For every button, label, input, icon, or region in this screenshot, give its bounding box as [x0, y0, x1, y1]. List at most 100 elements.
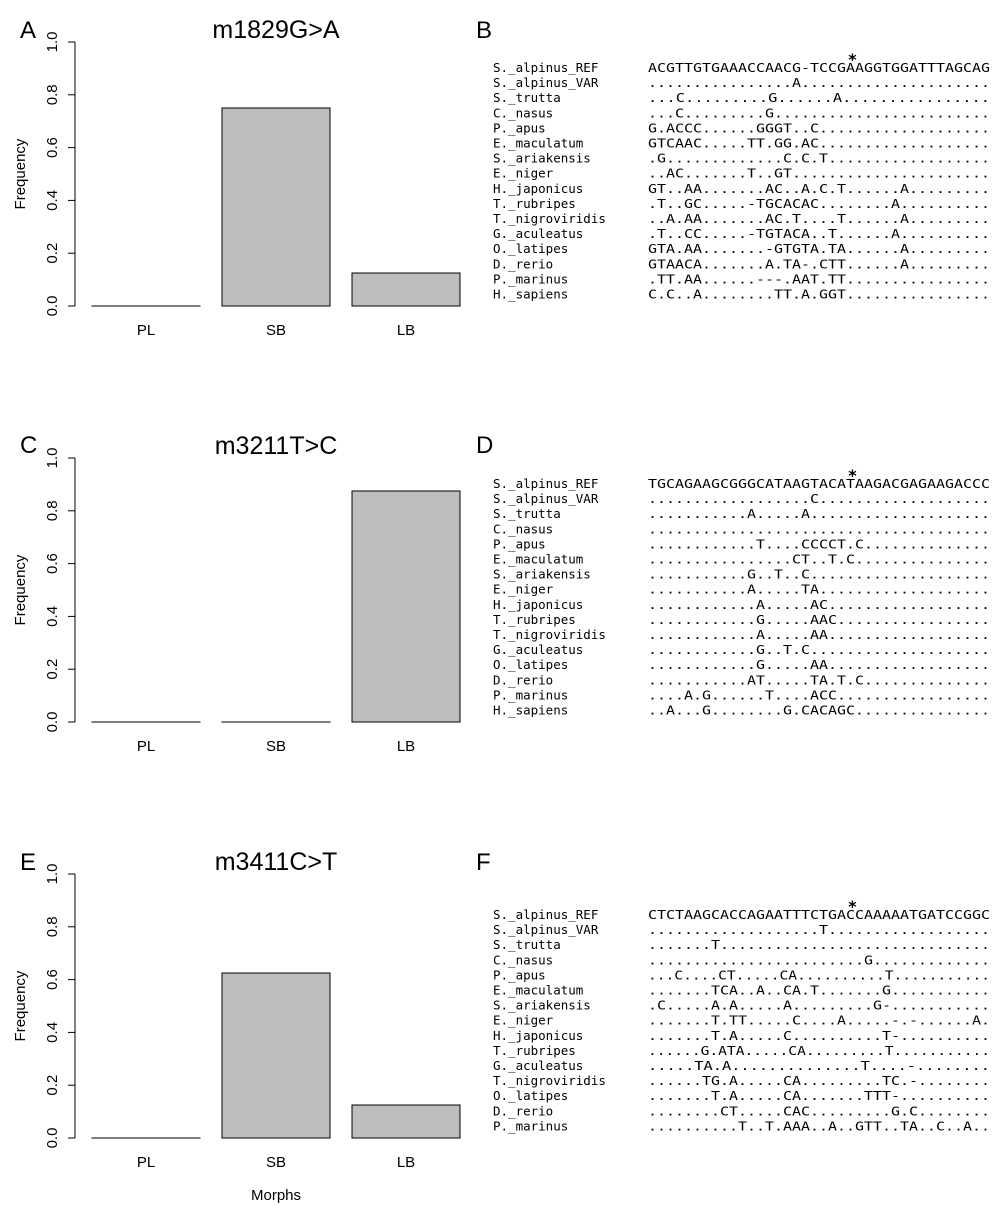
panel-label-e: E [20, 849, 36, 876]
species-name: S._alpinus_REF [493, 907, 598, 922]
species-name: T._nigroviridis [493, 1073, 606, 1088]
sequence: CTCTAAGCACCAGAATTTCTGACCAAAAATGATCCGGC [648, 907, 990, 922]
sequence: ............A.....AC.................. [648, 597, 990, 612]
sequence: GT..AA.......AC..A.C.T......A......... [648, 181, 990, 196]
species-name: H._sapiens [493, 287, 568, 302]
sequence: .......T.............................. [648, 937, 990, 952]
x-tick-label: PL [137, 738, 155, 755]
y-tick-label: 1.0 [44, 32, 61, 53]
bar-lb [351, 272, 461, 307]
sequence: .....TA.A..............T....-........ [648, 1058, 990, 1073]
species-name: E._niger [493, 1013, 554, 1028]
sequence: ............G.....AAC................. [648, 612, 990, 627]
sequence: ...C.........G......A................ [648, 90, 990, 105]
species-name: G._aculeatus [493, 226, 583, 241]
sequence: ............T....CCCCT.C.............. [648, 536, 990, 551]
species-name: G._aculeatus [493, 642, 583, 657]
species-name: P._apus [493, 967, 546, 982]
sequence: .......T.A.....C..........T-.......... [648, 1028, 990, 1043]
y-axis-label: Frequency [12, 138, 29, 209]
sequence: .T..GC.....-TGCACAC........A.......... [648, 196, 990, 211]
sequence: ..........T..T.AAA..A..GTT..TA..C..A.. [648, 1118, 990, 1133]
panel-label-b: B [476, 17, 492, 44]
species-name: S._alpinus_VAR [493, 491, 599, 506]
bar-lb [351, 490, 461, 723]
sequence: ..AC.......T..GT...................... [648, 166, 990, 181]
sequence: ....A.G......T....ACC................. [648, 687, 990, 702]
species-name: T._rubripes [493, 612, 576, 627]
species-name: D._rerio [493, 256, 553, 271]
sequence: ...........A.....TA................... [648, 582, 990, 597]
species-name: T._rubripes [493, 1043, 576, 1058]
bar-lb [351, 1104, 461, 1139]
species-name: S._alpinus_VAR [493, 922, 599, 937]
sequence: TGCAGAAGCGGGCATAAGTACATAAGACGAGAAGACCC [648, 476, 990, 491]
panel-label-a: A [20, 17, 36, 44]
x-tick-label: LB [397, 738, 415, 755]
alignment-d: * S._alpinus_REF TGCAGAAGCGGGCATAAGTACATAA… [493, 466, 990, 718]
sequence: ............G.....AA.................. [648, 657, 990, 672]
sequence-alignments: * S._alpinus_REF ACGTTGTGAAACCAACG-TCCGAAG… [493, 50, 990, 1133]
species-name: C._nasus [493, 105, 553, 120]
sequence: ......G.ATA.....CA.........T........... [648, 1043, 990, 1058]
sequence: ...C.........G........................ [648, 105, 990, 120]
sequence: .G.............C.C.T.................. [648, 151, 990, 166]
bar-chart-e: m3411C>T 0.0 0.2 0.4 0.6 0.8 1.0 Frequency PL SB L… [12, 848, 461, 1204]
species-name: H._sapiens [493, 703, 568, 718]
alignment-b: * S._alpinus_REF ACGTTGTGAAACCAACG-TCCGAAG… [493, 50, 990, 302]
species-name: S._ariakensis [493, 998, 591, 1013]
species-name: S._ariakensis [493, 151, 591, 166]
species-name: D._rerio [493, 1103, 553, 1118]
y-tick-label: 0.6 [44, 969, 61, 990]
species-name: O._latipes [493, 657, 568, 672]
y-tick-label: 0.0 [44, 296, 61, 317]
species-name: D._rerio [493, 672, 553, 687]
sequence: ................CT..T.C............... [648, 552, 990, 567]
x-tick-label: LB [397, 322, 415, 339]
species-name: S._trutta [493, 937, 561, 952]
species-name: T._nigroviridis [493, 211, 606, 226]
sequence: ACGTTGTGAAACCAACG-TCCGAAGGTGGATTTAGCAG [648, 60, 990, 75]
species-name: E._niger [493, 582, 554, 597]
species-name: T._nigroviridis [493, 627, 606, 642]
bar-sb [221, 107, 331, 307]
sequence: ........CT.....CAC.........G.C........ [648, 1103, 990, 1118]
species-name: C._nasus [493, 952, 553, 967]
y-tick-label: 0.2 [44, 243, 61, 264]
bar-chart-c: m3211T>C 0.0 0.2 0.4 0.6 0.8 1.0 Frequency PL SB L… [12, 432, 461, 755]
sequence: .......T.A.....CA.......TTT-.......... [648, 1088, 990, 1103]
bar-charts: m1829G>A 0.0 0.2 0.4 0.6 0.8 1.0 Frequency PL SB L… [12, 16, 461, 1204]
panel-label-c: C [20, 432, 37, 459]
sequence: ................A..................... [648, 75, 990, 90]
species-name: P._marinus [493, 1118, 568, 1133]
x-tick-label: SB [266, 322, 286, 339]
species-name: H._japonicus [493, 1028, 583, 1043]
y-axis-label: Frequency [12, 970, 29, 1041]
chart-title: m3411C>T [215, 848, 338, 876]
y-tick-label: 0.0 [44, 712, 61, 733]
sequence: ...C....CT.....CA..........T........... [648, 967, 990, 982]
sequence: .C.....A.A.....A.........G-........... [648, 998, 990, 1013]
y-tick-label: 1.0 [44, 864, 61, 885]
mutation-marker: * [848, 897, 858, 916]
species-name: E._maculatum [493, 136, 583, 151]
x-tick-label: SB [266, 738, 286, 755]
y-tick-label: 0.8 [44, 916, 61, 937]
sequence: ............G..T.C.................... [648, 642, 990, 657]
species-name: S._alpinus_VAR [493, 75, 599, 90]
species-name: S._ariakensis [493, 567, 591, 582]
species-name: G._aculeatus [493, 1058, 583, 1073]
x-axis-label: Morphs [251, 1187, 301, 1204]
species-name: S._trutta [493, 506, 561, 521]
species-name: S._alpinus_REF [493, 60, 598, 75]
y-tick-label: 0.6 [44, 553, 61, 574]
sequence: .......TCA..A..CA.T.......G........... [648, 983, 990, 998]
species-name: P._marinus [493, 687, 568, 702]
panel-label-f: F [476, 849, 491, 876]
y-tick-label: 0.0 [44, 1128, 61, 1149]
y-tick-label: 0.6 [44, 137, 61, 158]
y-tick-label: 1.0 [44, 448, 61, 469]
sequence: C.C..A........TT.A.GGT................ [648, 287, 990, 302]
sequence: ........................G............. [648, 952, 990, 967]
